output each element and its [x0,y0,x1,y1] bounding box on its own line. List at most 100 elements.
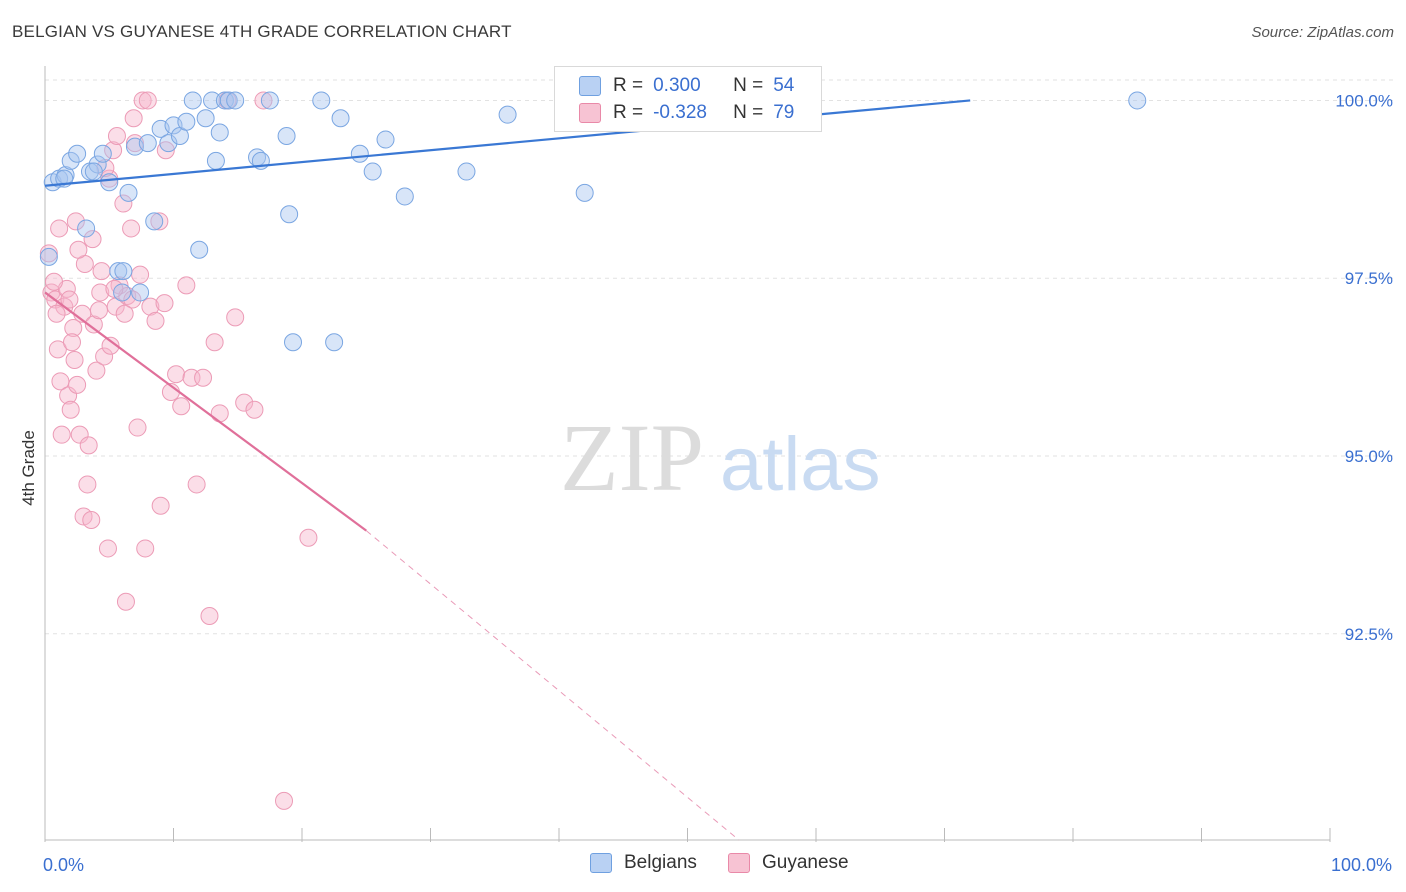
guyanese-point [79,436,98,455]
belgian-point [575,183,594,202]
guyanese-point [138,91,157,110]
stats-legend: R = 0.300 N = 54 R = -0.328 N = 79 [554,66,822,132]
guyanese-point [92,262,111,281]
guyanese-point [194,368,213,387]
belgian-point [395,187,414,206]
r-label: R = [613,102,644,123]
guyanese-point [107,127,126,145]
guyanese-point [245,400,264,419]
y-tick-label: 97.5% [1345,269,1393,288]
belgian-point [131,283,150,302]
guyanese-point [82,511,101,529]
y-tick-label: 92.5% [1345,625,1393,644]
guyanese-point [150,212,169,231]
belgian-point [498,105,517,124]
guyanese-trend-extension [365,530,740,841]
x-tick-label: 0.0% [43,855,84,875]
guyanese-point [89,301,108,320]
guyanese-point [128,418,147,437]
belgian-point [284,333,303,352]
guyanese-point [52,425,71,444]
guyanese-point [131,265,150,284]
watermark-zip: ZIP [560,404,704,511]
guyanese-point [62,333,81,352]
belgian-point [226,91,245,110]
guyanese-point [70,425,89,444]
belgian-point [39,247,58,266]
belgians-legend-swatch [590,853,612,873]
belgian-point [114,262,133,281]
watermark: ZIP atlas [560,404,881,511]
guyanese-point [64,319,83,337]
belgians-swatch [579,76,601,96]
belgian-point [183,91,202,110]
watermark-atlas: atlas [720,422,881,507]
legend-row-guyanese: R = -0.328 N = 79 [579,101,795,125]
guyanese-point [44,272,63,291]
belgian-point [210,123,229,142]
guyanese-legend-label: Guyanese [762,852,849,873]
belgian-point [363,162,382,181]
legend-item-guyanese[interactable]: Guyanese [728,852,849,874]
legend-row-belgians: R = 0.300 N = 54 [579,74,795,98]
guyanese-point [66,212,85,231]
belgian-point [196,109,215,128]
guyanese-point [123,290,142,309]
belgian-point [277,127,296,145]
belgian-point [376,130,395,149]
belgian-point [100,173,119,192]
y-axis-label: 4th Grade [19,430,38,506]
belgians-legend-label: Belgians [624,852,697,873]
guyanese-point [48,340,67,359]
y-tick-label: 100.0% [1335,91,1393,110]
guyanese-point [116,592,135,611]
guyanese-point [151,496,170,515]
r-label: R = [613,75,644,96]
guyanese-point [210,404,229,423]
guyanese-point [200,607,219,625]
guyanese-point [83,230,102,249]
belgian-point [109,262,128,281]
guyanese-point [156,141,175,160]
guyanese-point [65,351,84,369]
guyanese-point [59,386,78,405]
guyanese-point [95,347,114,366]
n-label: N = [733,75,764,96]
guyanese-point [235,393,254,412]
axes [44,66,1331,842]
guyanese-point [69,240,88,259]
source-credit: Source: ZipAtlas.com [1251,24,1394,41]
belgian-point [331,109,350,128]
belgian-point [206,151,225,170]
guyanese-point [254,91,273,110]
guyanese-point [91,283,110,302]
guyanese-point [172,397,191,416]
guyanese-point [110,276,129,295]
belgian-point [260,91,279,110]
belgian-point [159,134,178,153]
belgian-point [219,91,238,110]
belgians-r-value: 0.300 [653,75,701,96]
legend-item-belgians[interactable]: Belgians [590,852,697,874]
guyanese-point [136,539,155,558]
guyanese-point [114,194,133,213]
belgian-point [190,240,209,259]
guyanese-point [187,475,206,494]
guyanese-point [155,294,174,313]
guyanese-swatch [579,103,601,123]
belgians-n-value: 54 [773,75,795,96]
x-tick-label: 100.0% [1331,855,1392,875]
guyanese-r-value: -0.328 [653,102,707,123]
tick-labels: 100.0% 97.5% 95.0% 92.5% 0.0% 100.0% [43,91,1393,875]
belgian-point [280,205,299,224]
belgian-point [145,212,164,231]
guyanese-point [167,365,186,384]
guyanese-point [177,276,196,295]
guyanese-point [299,528,318,547]
guyanese-point [141,297,160,316]
guyanese-point [104,141,123,160]
guyanese-n-value: 79 [773,102,795,123]
guyanese-point [101,336,120,355]
guyanese-point [133,91,152,110]
